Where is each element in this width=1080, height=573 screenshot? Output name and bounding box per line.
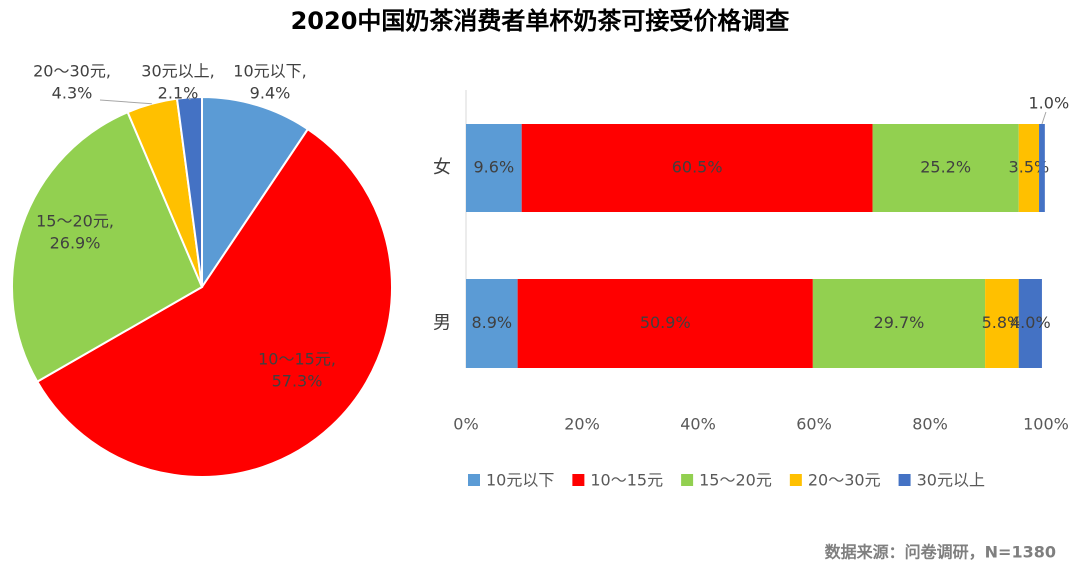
pie-category-label: 20～30元, xyxy=(33,62,111,81)
leader-line xyxy=(99,99,152,105)
bar-segment xyxy=(517,279,813,368)
pie-slice xyxy=(201,95,310,291)
pie-category-label: 30元以上, xyxy=(141,62,214,81)
bar-value-label: 25.2% xyxy=(920,158,971,177)
bar-value-label: 50.9% xyxy=(640,313,691,332)
bar-value-label: 60.5% xyxy=(672,158,723,177)
pie-category-label: 10元以下, xyxy=(233,62,306,81)
pie-slice xyxy=(35,127,393,478)
legend-swatch xyxy=(898,474,911,486)
bar-segment xyxy=(985,279,1019,368)
bar-segment xyxy=(1018,279,1042,368)
x-tick-label: 40% xyxy=(680,415,716,434)
bar-value-label: 1.0% xyxy=(1029,94,1070,113)
bar-segment xyxy=(521,124,873,212)
x-tick-label: 20% xyxy=(564,415,600,434)
pie-category-label: 10～15元, xyxy=(258,350,336,369)
legend-label: 30元以上 xyxy=(917,471,985,490)
legend-swatch xyxy=(572,474,585,486)
pie-value-label: 26.9% xyxy=(50,234,101,253)
bar-value-label: 5.8% xyxy=(982,313,1023,332)
bar-value-label: 29.7% xyxy=(874,313,925,332)
bar-segment xyxy=(466,124,522,212)
bar-segment xyxy=(1039,124,1045,212)
x-tick-label: 80% xyxy=(912,415,948,434)
bar-value-label: 9.6% xyxy=(474,158,515,177)
legend-label: 10元以下 xyxy=(486,471,554,490)
bar-value-label: 8.9% xyxy=(471,313,512,332)
bar-segment xyxy=(812,279,986,368)
legend-swatch xyxy=(681,474,694,486)
leader-line xyxy=(1041,111,1047,125)
x-tick-label: 0% xyxy=(453,415,478,434)
y-tick-label: 女 xyxy=(433,157,451,178)
x-tick-label: 100% xyxy=(1023,415,1069,434)
bar-segment xyxy=(1018,124,1040,212)
legend-label: 10～15元 xyxy=(590,471,663,490)
legend-label: 20～30元 xyxy=(808,471,881,490)
bar-segment xyxy=(872,124,1019,212)
bar-value-label: 4.0% xyxy=(1010,313,1051,332)
x-tick-label: 60% xyxy=(796,415,832,434)
pie-value-label: 9.4% xyxy=(250,84,291,103)
y-tick-label: 男 xyxy=(433,313,451,334)
legend-label: 15～20元 xyxy=(699,471,772,490)
leader-line xyxy=(188,97,191,101)
bar-segment xyxy=(466,279,518,368)
legend-swatch xyxy=(789,474,802,486)
chart-title: 2020中国奶茶消费者单杯奶茶可接受价格调查 xyxy=(291,7,790,35)
pie-category-label: 15～20元, xyxy=(36,212,114,231)
legend-swatch xyxy=(468,474,480,486)
pie-value-label: 2.1% xyxy=(158,84,199,103)
pie-value-label: 57.3% xyxy=(272,372,323,391)
pie-slice xyxy=(11,110,204,384)
pie-value-label: 4.3% xyxy=(52,84,93,103)
source-note: 数据来源：问卷调研，N=1380 xyxy=(825,543,1056,562)
